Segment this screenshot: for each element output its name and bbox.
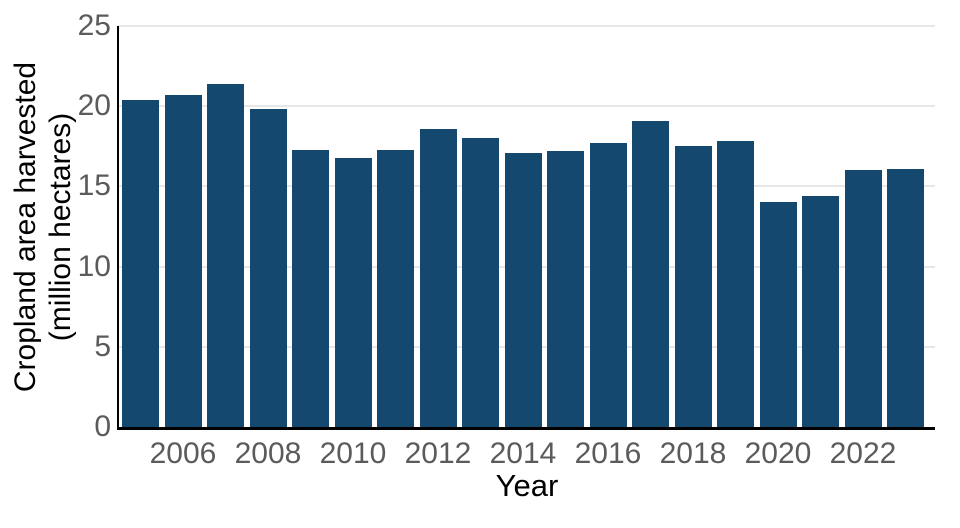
bar-2022 [845, 170, 882, 427]
bar-2014 [505, 153, 542, 427]
bar-2008 [250, 109, 287, 427]
x-tick-label-2010: 2010 [319, 437, 387, 470]
bar-2020 [760, 202, 797, 427]
bar-2019 [717, 141, 754, 427]
x-axis-title: Year [495, 468, 559, 503]
x-tick-label-2008: 2008 [234, 437, 302, 470]
y-tick-label-0: 0 [94, 410, 111, 443]
gridline-y20 [118, 105, 935, 107]
y-tick-label-25: 25 [77, 9, 111, 42]
y-tick-label-5: 5 [94, 330, 111, 363]
x-tick-label-2016: 2016 [574, 437, 642, 470]
bar-2017 [632, 121, 669, 427]
x-tick-label-2018: 2018 [659, 437, 727, 470]
bar-2011 [377, 150, 414, 427]
bar-2013 [462, 138, 499, 427]
x-tick-label-2014: 2014 [489, 437, 557, 470]
x-tick-label-2020: 2020 [744, 437, 812, 470]
y-tick-label-15: 15 [77, 169, 111, 202]
bar-2009 [292, 150, 329, 427]
x-axis-spine [117, 427, 935, 430]
y-tick-label-10: 10 [77, 250, 111, 283]
x-tick-label-2006: 2006 [149, 437, 217, 470]
bar-2016 [590, 143, 627, 427]
bar-2010 [335, 158, 372, 427]
bar-2023 [887, 169, 924, 427]
x-tick-label-2022: 2022 [829, 437, 897, 470]
x-tick-label-2012: 2012 [404, 437, 472, 470]
gridline-y25 [118, 25, 935, 27]
bar-2006 [165, 95, 202, 427]
bar-2021 [802, 196, 839, 427]
bar-2007 [207, 84, 244, 427]
bar-2015 [547, 151, 584, 427]
bar-2018 [675, 146, 712, 427]
y-tick-label-20: 20 [77, 89, 111, 122]
y-axis-spine [117, 26, 119, 427]
bar-2012 [420, 129, 457, 427]
bar-2005 [122, 100, 159, 427]
